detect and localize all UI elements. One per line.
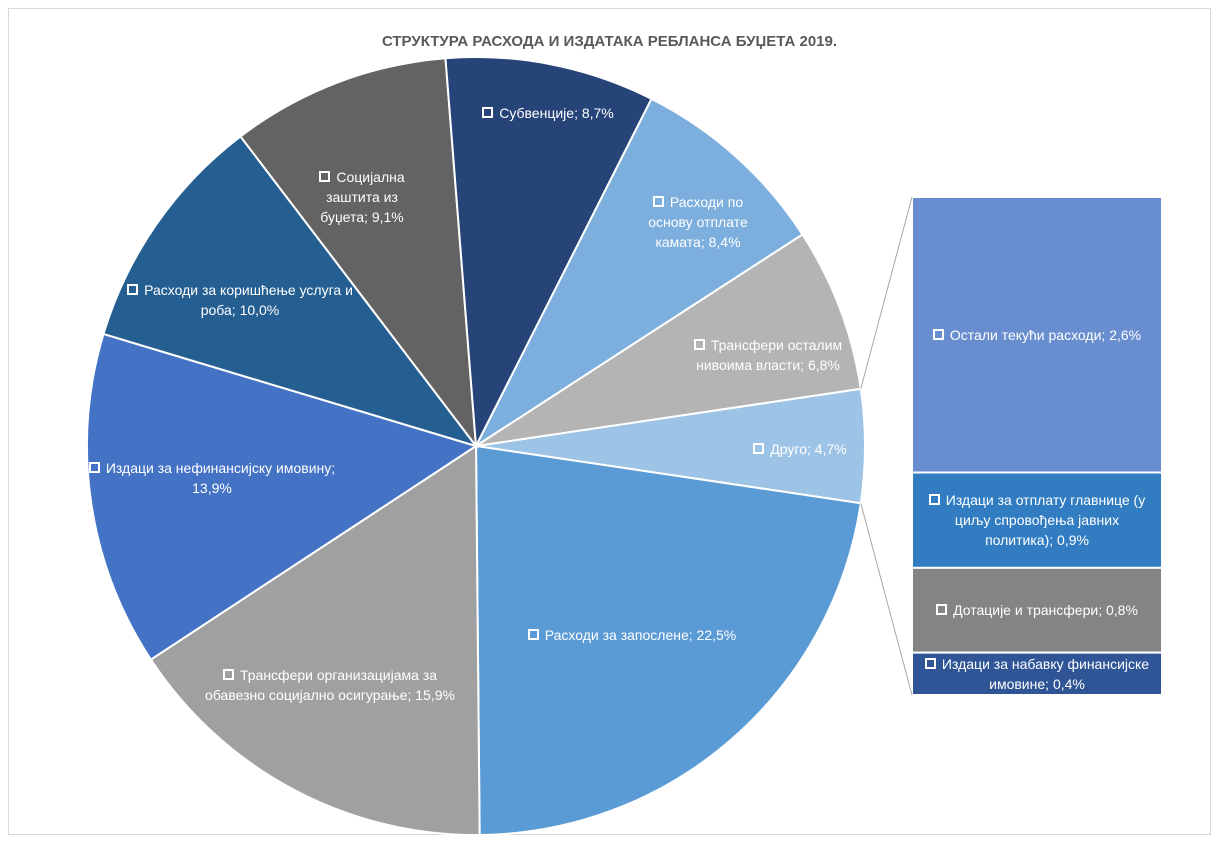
- legend-key: [753, 443, 765, 454]
- bar-segment: [911, 471, 1163, 569]
- data-label: Расходи за запослене; 22,5%: [517, 625, 747, 645]
- pie-slice: [473, 97, 804, 449]
- label-value: 0,8%: [1105, 602, 1138, 619]
- label-name: Социјална заштита из буџета: [320, 169, 405, 225]
- label-value: 13,9%: [192, 480, 232, 496]
- label-name: Расходи за запослене: [544, 627, 689, 643]
- label-value: 2,6%: [1109, 326, 1142, 343]
- data-label: Социјална заштита из буџета; 9,1%: [307, 167, 417, 227]
- data-label: Расходи по основу отплате камата; 8,4%: [633, 192, 763, 252]
- connector-line: [860, 503, 913, 696]
- data-label: Трансфери осталим нивоима власти; 6,8%: [683, 335, 853, 375]
- legend-key: [693, 339, 705, 350]
- legend-key: [88, 462, 100, 473]
- legend-key: [936, 604, 948, 616]
- data-label: Остали текући расходи; 2,6%: [922, 325, 1152, 345]
- data-label: Субвенције; 8,7%: [453, 103, 643, 123]
- chart-border: [8, 8, 1211, 835]
- label-value: 8,4%: [708, 234, 741, 250]
- label-name: Трансфери организацијама за обавезно соц…: [205, 667, 438, 703]
- label-separator: ;: [800, 357, 808, 373]
- data-label: Издаци за набавку финансијске имовине; 0…: [922, 654, 1152, 694]
- pie-slice: [475, 233, 862, 447]
- legend-key: [319, 171, 331, 182]
- label-separator: ;: [231, 302, 240, 318]
- label-separator: ;: [688, 627, 697, 643]
- legend-key: [222, 669, 234, 680]
- label-separator: ;: [807, 441, 815, 457]
- label-separator: ;: [1049, 532, 1058, 549]
- label-name: Трансфери осталим нивоима власти: [696, 337, 843, 373]
- data-label: Дотације и трансфери; 0,8%: [922, 600, 1152, 620]
- chart-title: СТРУКТУРА РАСХОДА И ИЗДАТАКА РЕБЛАНСА БУ…: [381, 33, 838, 50]
- label-name: Расходи по основу отплате камата: [648, 194, 748, 250]
- label-name: Остали текући расходи: [949, 326, 1102, 343]
- connector-line: [860, 196, 913, 389]
- data-label: Трансфери организацијама за обавезно соц…: [195, 665, 465, 705]
- legend-key: [652, 196, 664, 207]
- label-value: 15,9%: [415, 687, 455, 703]
- bar-segment: [911, 196, 1163, 474]
- label-separator: ;: [1045, 675, 1053, 692]
- label-separator: ;: [574, 105, 582, 121]
- label-name: Расходи за коришћење услуга и роба: [144, 282, 353, 318]
- data-label: Издаци за отплату главнице (у циљу спров…: [922, 490, 1152, 550]
- label-value: 0,4%: [1052, 675, 1085, 692]
- label-value: 22,5%: [696, 627, 737, 643]
- bar-segment: [911, 566, 1163, 654]
- label-name: Субвенције: [499, 105, 575, 121]
- legend-key: [932, 328, 944, 340]
- legend-key: [928, 494, 940, 506]
- label-value: 0,9%: [1057, 532, 1089, 549]
- bar-segment: [911, 651, 1163, 696]
- label-value: 10,0%: [239, 302, 280, 318]
- pie-slice: [444, 56, 653, 450]
- legend-key: [127, 284, 139, 295]
- label-value: 6,8%: [807, 357, 840, 373]
- label-separator: ;: [1101, 326, 1110, 343]
- label-separator: ;: [700, 234, 709, 250]
- pie-slice: [239, 57, 478, 450]
- legend-key: [482, 107, 494, 118]
- label-name: Издаци за нефинансијску имовину: [105, 460, 332, 476]
- data-label: Расходи за коришћење услуга и роба; 10,0…: [115, 280, 365, 320]
- data-label: Друго; 4,7%: [730, 439, 870, 459]
- label-name: Издаци за отплату главнице (у циљу спров…: [945, 492, 1146, 549]
- label-name: Издаци за набавку финансијске имовине: [941, 655, 1150, 692]
- label-separator: ;: [331, 460, 336, 476]
- legend-key: [527, 629, 539, 640]
- pie-slice: [474, 444, 862, 836]
- pie-slice: [149, 444, 481, 836]
- pie-slice: [102, 134, 479, 448]
- label-name: Друго: [770, 441, 807, 457]
- label-separator: ;: [364, 209, 372, 225]
- legend-key: [924, 657, 936, 669]
- label-separator: ;: [1098, 602, 1106, 619]
- label-value: 4,7%: [814, 441, 847, 457]
- label-name: Дотације и трансфери: [953, 602, 1099, 619]
- pie-slice: [86, 332, 479, 661]
- label-value: 8,7%: [581, 105, 614, 121]
- label-separator: ;: [407, 687, 416, 703]
- data-label: Издаци за нефинансијску имовину; 13,9%: [87, 458, 337, 498]
- label-value: 9,1%: [371, 209, 404, 225]
